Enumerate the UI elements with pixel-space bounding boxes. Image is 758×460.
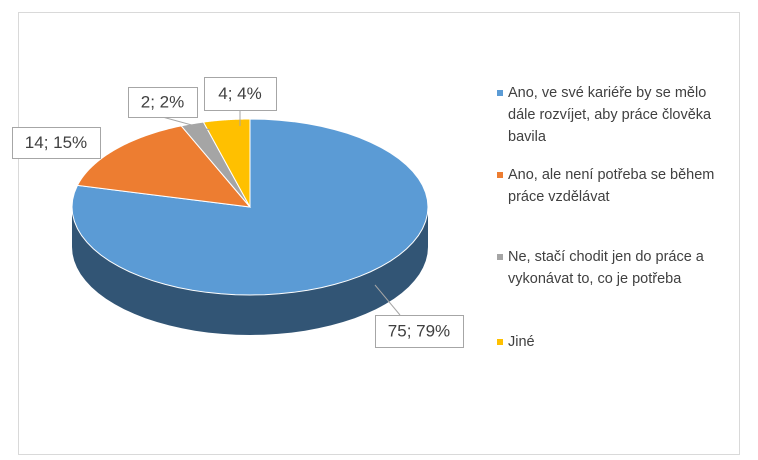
- data-label: 2; 2%: [141, 92, 184, 111]
- legend-item: Ano, ale není potřeba se během práce vzd…: [497, 164, 733, 208]
- pie-side: [72, 207, 428, 335]
- legend-swatch: [497, 172, 503, 178]
- pie-tops: [71, 118, 429, 296]
- legend-item: Ne, stačí chodit jen do práce a vykonáva…: [497, 246, 733, 290]
- data-label-box: [128, 87, 198, 118]
- leader-line: [162, 116, 211, 131]
- legend-item: Ano, ve své kariéře by se mělo dále rozv…: [497, 82, 733, 148]
- data-label: 14; 15%: [25, 133, 87, 152]
- data-label-box: [204, 77, 277, 111]
- pie-slice: [202, 118, 251, 208]
- pie-sides: [72, 207, 428, 335]
- pie-slice: [180, 121, 251, 208]
- legend-label: Ano, ve své kariéře by se mělo dále rozv…: [508, 85, 712, 145]
- legend-swatch: [497, 254, 503, 260]
- legend-label: Ano, ale není potřeba se během práce vzd…: [508, 167, 715, 205]
- legend-item: Jiné: [497, 331, 733, 353]
- legend-label: Ne, stačí chodit jen do práce a vykonáva…: [508, 249, 704, 287]
- data-label: 75; 79%: [388, 321, 450, 340]
- legend-label: Jiné: [508, 334, 535, 350]
- data-label-box: [12, 127, 101, 159]
- legend-swatch: [497, 90, 503, 96]
- data-label-box: [375, 315, 464, 348]
- data-label: 4; 4%: [218, 84, 261, 103]
- legend-swatch: [497, 339, 503, 345]
- leader-line: [374, 284, 401, 316]
- pie-slice: [76, 125, 252, 208]
